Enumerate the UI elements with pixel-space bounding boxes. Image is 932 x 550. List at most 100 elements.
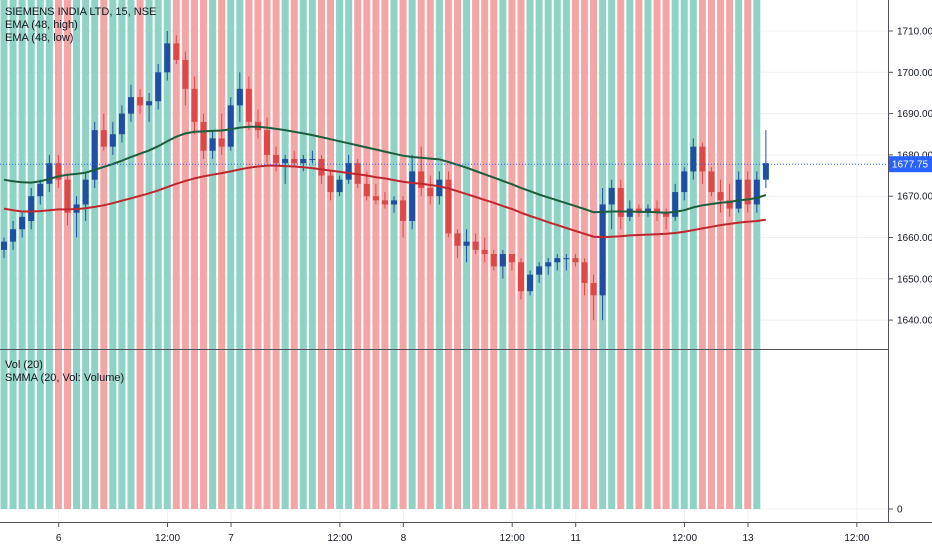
time-axis[interactable]: 6 12:00 7 12:00 8 12:00 11 12:00 13 12:00	[56, 522, 870, 544]
candle-body	[572, 258, 579, 263]
candle-body	[91, 130, 98, 180]
volume-bar	[200, 0, 208, 509]
volume-bar	[544, 0, 552, 509]
volume-bar	[290, 0, 298, 509]
volume-bar	[181, 0, 189, 509]
ema-lines	[3, 125, 767, 239]
volume-bar	[590, 0, 598, 509]
candle-body	[454, 233, 461, 246]
volume-bar	[336, 0, 344, 509]
volume-bar	[9, 0, 17, 509]
volume-bar	[363, 0, 371, 509]
volume-bar	[517, 0, 525, 509]
volume-bar	[27, 0, 35, 509]
candle-body	[273, 154, 280, 164]
volume-bar	[118, 0, 126, 509]
volume-bar	[127, 0, 135, 509]
candle-body	[173, 43, 180, 60]
candle-body	[400, 200, 407, 221]
volume-bar	[299, 0, 307, 509]
time-tick-label: 12:00	[844, 533, 869, 544]
volume-bar	[381, 0, 389, 509]
candle-body	[372, 196, 379, 201]
candle-body	[345, 163, 352, 180]
volume-bar	[408, 0, 416, 509]
candle-body	[672, 192, 679, 217]
volume-bar	[100, 0, 108, 510]
volume-bar	[726, 0, 734, 509]
price-tick-label: 1660.00	[897, 233, 932, 244]
candle-body	[118, 113, 125, 135]
volume-bar	[689, 0, 697, 509]
volume-bar	[36, 0, 44, 509]
candle-body	[191, 88, 198, 122]
volume-bar	[671, 0, 679, 509]
candle-body	[735, 179, 742, 209]
candle-body	[644, 208, 651, 213]
volume-bar	[399, 0, 407, 509]
symbol-title[interactable]: SIEMENS INDIA LTD, 15, NSE	[5, 6, 157, 18]
candle-body	[663, 212, 670, 217]
candle-body	[545, 262, 552, 267]
volume-bar	[735, 0, 743, 509]
candle-body	[182, 59, 189, 89]
candle-body	[472, 241, 479, 250]
candle-body	[481, 249, 488, 255]
time-tick-label: 12:00	[155, 533, 180, 544]
ema-high-line	[3, 125, 767, 214]
price-axis[interactable]: 1710.00 1700.00 1690.00 1680.00 1670.00 1660.…	[888, 27, 932, 327]
candle-body	[762, 163, 769, 180]
price-legend: SIEMENS INDIA LTD, 15, NSE EMA (48, high…	[5, 6, 156, 45]
price-tick-label: 1640.00	[897, 316, 932, 327]
price-tick-label: 1650.00	[897, 274, 932, 285]
price-tick-label: 1680.00	[897, 150, 932, 161]
candle-body	[209, 138, 216, 151]
time-tick-label: 8	[401, 533, 407, 544]
candle-body	[708, 171, 715, 193]
volume-bar	[209, 0, 217, 509]
volume-bar	[698, 0, 706, 509]
volume-bar	[236, 0, 244, 509]
candle-body	[626, 208, 633, 217]
candle-body	[527, 274, 534, 292]
volume-title[interactable]: Vol (20)	[5, 359, 43, 371]
volume-bar	[154, 0, 162, 509]
volume-bar	[435, 0, 443, 509]
time-tick-label: 12:00	[672, 533, 697, 544]
candle-body	[146, 101, 153, 106]
time-tick-label: 7	[228, 533, 234, 544]
smma-legend[interactable]: SMMA (20, Vol: Volume)	[5, 372, 125, 384]
volume-bar	[91, 0, 99, 509]
volume-legend: Vol (20) SMMA (20, Vol: Volume)	[5, 359, 124, 385]
time-tick-label: 11	[570, 533, 581, 544]
candle-body	[744, 179, 751, 205]
volume-axis[interactable]: 125K100K75K50K25K0	[888, 0, 921, 516]
price-tick-label: 1690.00	[897, 109, 932, 120]
volume-bar	[417, 0, 425, 509]
volume-bar	[390, 0, 398, 509]
candle-body	[100, 130, 107, 147]
time-tick-label: 12:00	[500, 533, 525, 544]
volume-bar	[281, 0, 289, 509]
candle-body	[164, 43, 171, 73]
candle-body	[635, 208, 642, 213]
candle-body	[427, 187, 434, 197]
ema-high-legend[interactable]: EMA (48, high)	[5, 19, 78, 31]
ema-low-line	[3, 164, 767, 239]
candle-body	[536, 266, 543, 275]
candle-body	[499, 254, 506, 267]
price-tick-label: 1710.00	[897, 27, 932, 38]
volume-bar	[617, 0, 625, 509]
volume-bar	[717, 0, 725, 509]
volume-bar	[145, 0, 153, 509]
volume-bar	[172, 0, 180, 509]
candle-body	[554, 258, 561, 263]
candle-body	[282, 159, 289, 164]
candle-body	[218, 138, 225, 147]
ema-low-legend[interactable]: EMA (48, low)	[5, 32, 74, 44]
volume-bar	[254, 0, 262, 509]
volume-bar	[472, 0, 480, 509]
candle-body	[599, 204, 606, 296]
candle-body	[1, 241, 7, 250]
